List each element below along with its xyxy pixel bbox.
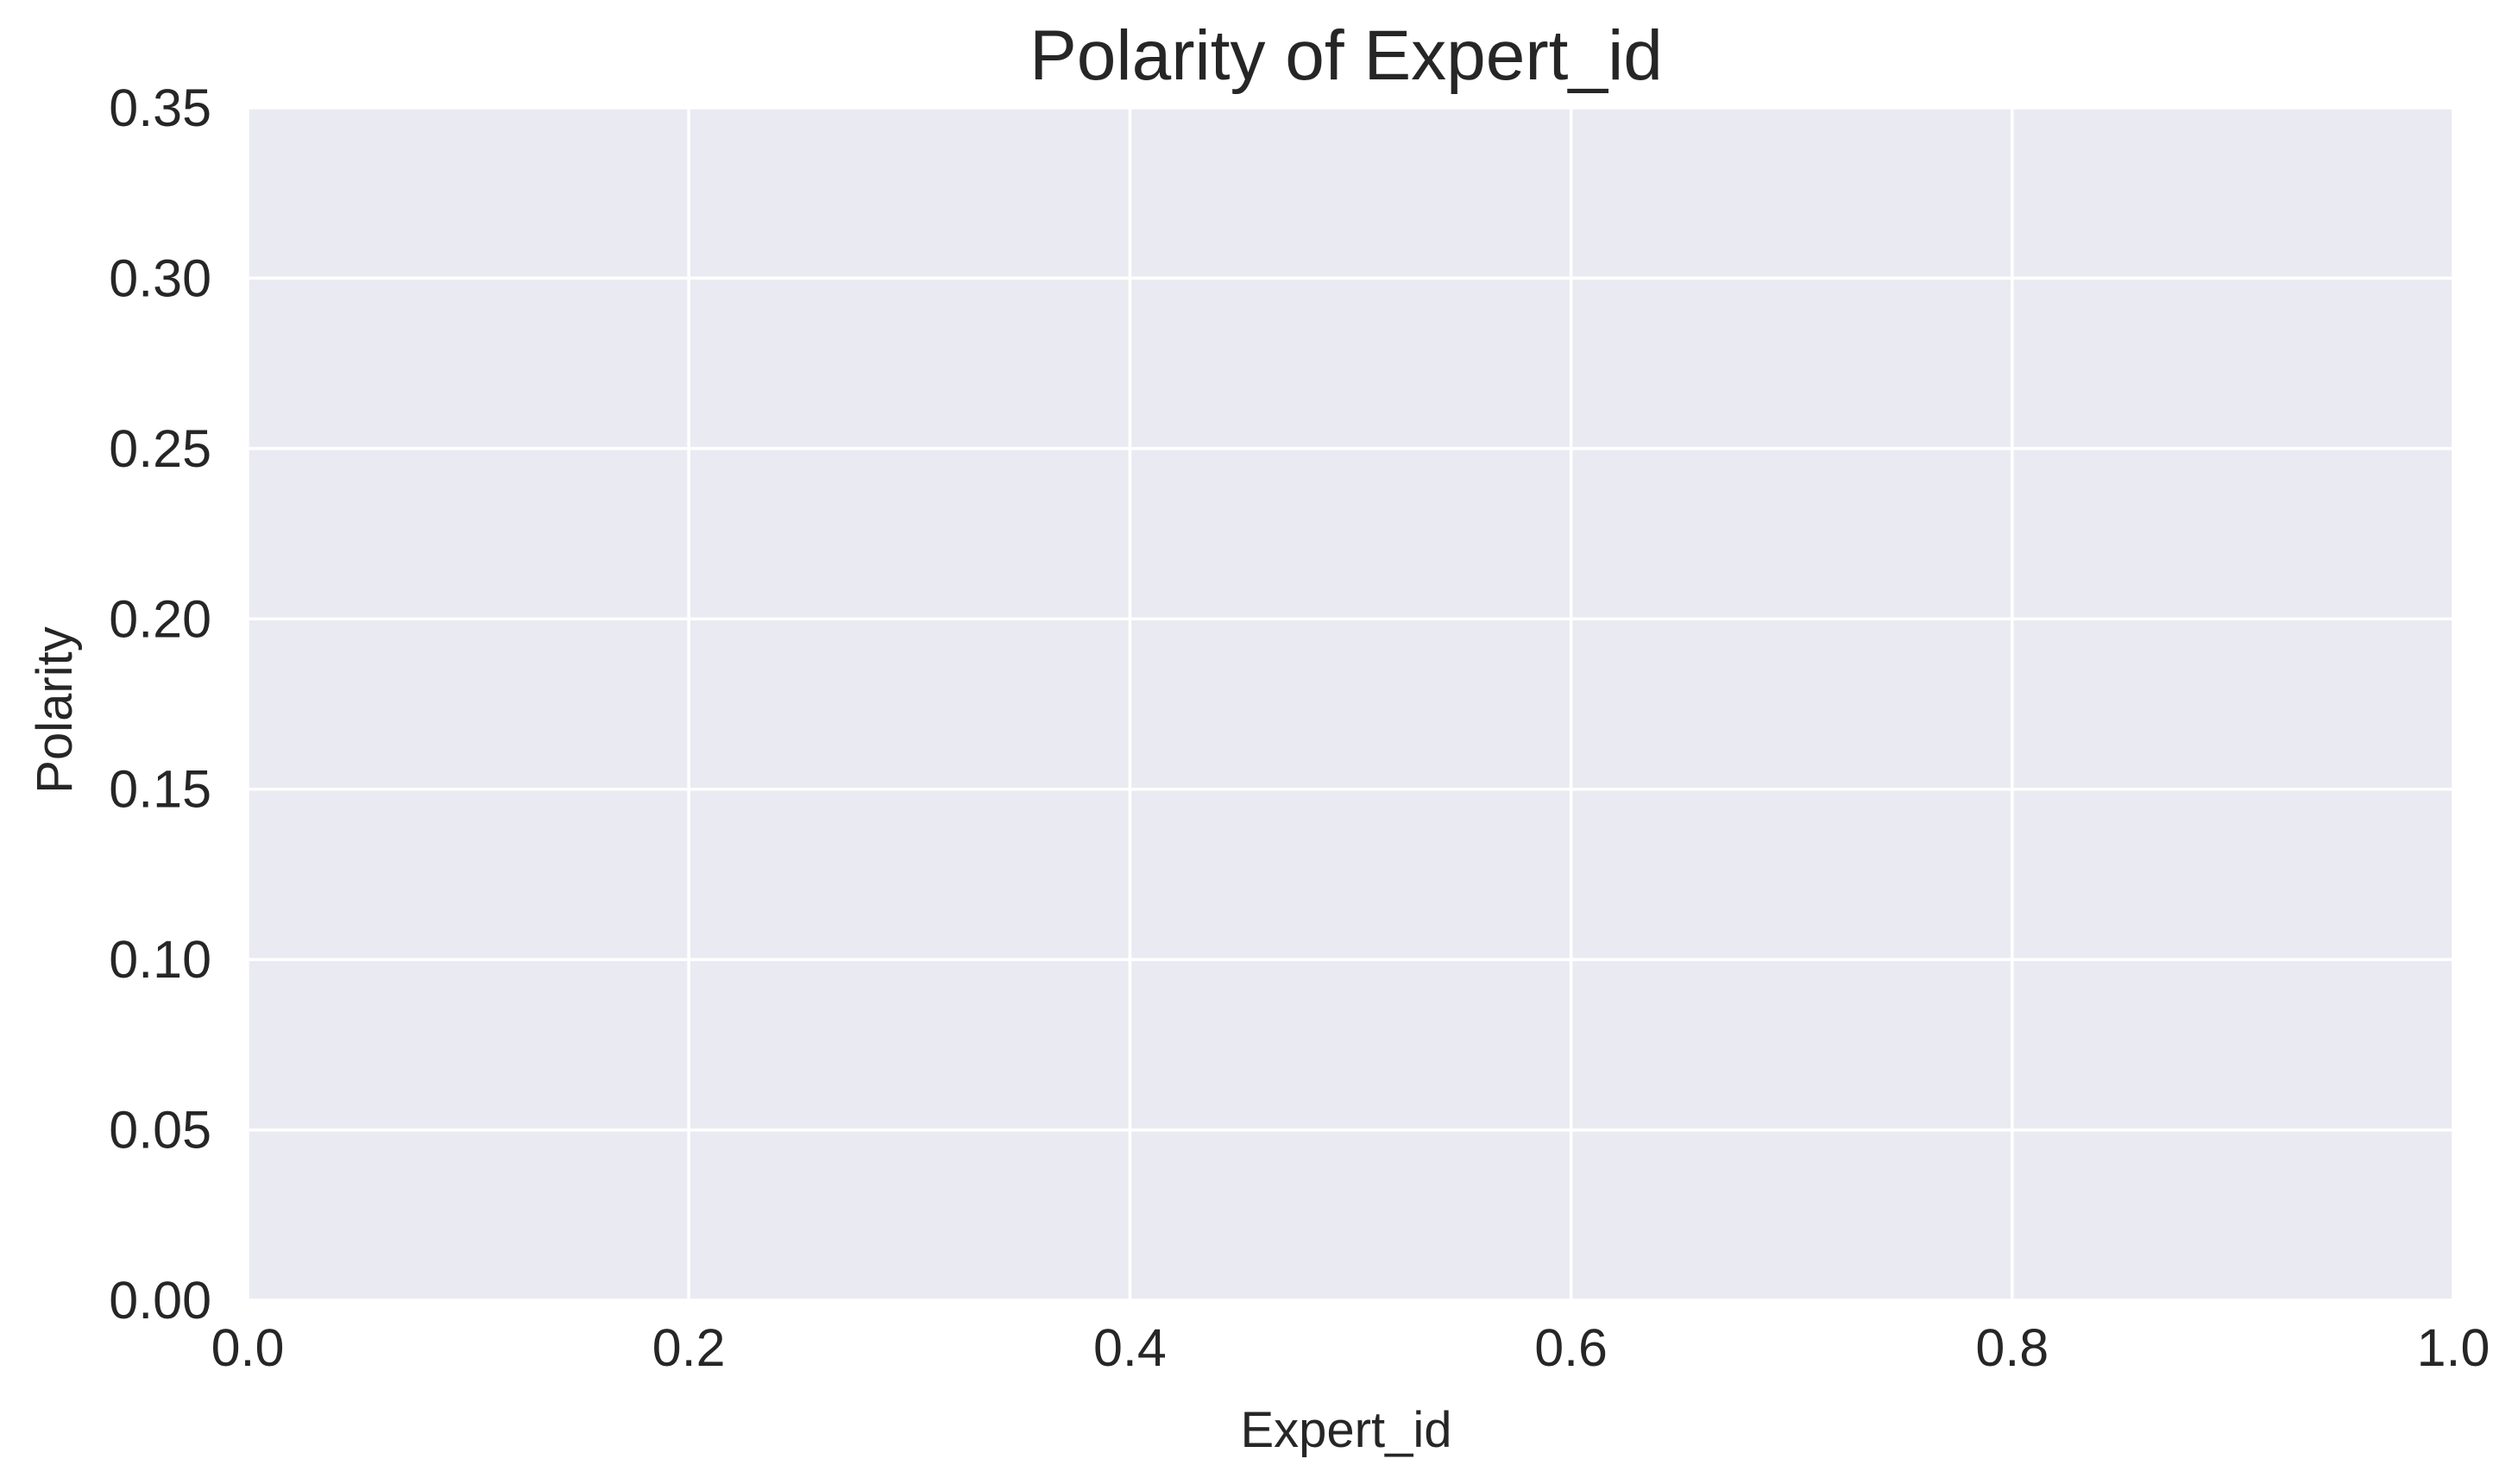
x-tick-label: 0.2 <box>652 1318 726 1377</box>
x-tick-label: 0.0 <box>211 1318 285 1377</box>
x-axis-label: Expert_id <box>1240 1402 1451 1458</box>
y-tick-label: 0.10 <box>109 930 211 989</box>
x-tick-label: 0.6 <box>1534 1318 1608 1377</box>
y-tick-label: 0.05 <box>109 1101 211 1160</box>
chart-title: Polarity of Expert_id <box>1029 16 1663 95</box>
y-tick-labels: 0.00 0.05 0.10 0.15 0.20 0.25 0.30 0.35 <box>109 79 211 1330</box>
plot-background <box>248 108 2453 1300</box>
y-tick-label: 0.25 <box>109 419 211 478</box>
y-axis-label: Polarity <box>27 626 83 793</box>
plot-area <box>246 106 2455 1302</box>
y-tick-label: 0.00 <box>109 1271 211 1330</box>
y-tick-label: 0.15 <box>109 760 211 819</box>
x-tick-label: 1.0 <box>2417 1318 2490 1377</box>
y-tick-label: 0.30 <box>109 248 211 307</box>
x-tick-label: 0.8 <box>1975 1318 2049 1377</box>
y-tick-label: 0.20 <box>109 589 211 648</box>
x-tick-label: 0.4 <box>1093 1318 1167 1377</box>
x-tick-labels: 0.0 0.2 0.4 0.6 0.8 1.0 <box>211 1318 2490 1377</box>
y-tick-label: 0.35 <box>109 79 211 137</box>
